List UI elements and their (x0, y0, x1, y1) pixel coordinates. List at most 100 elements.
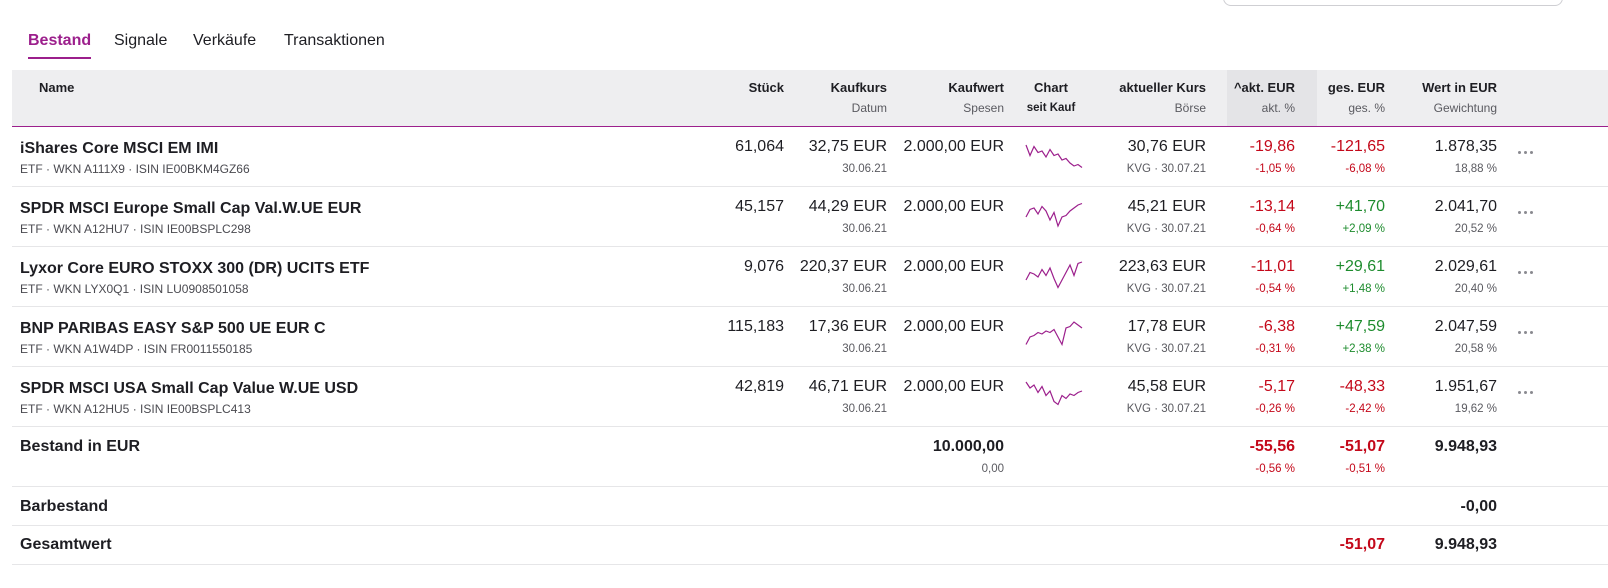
barbestand-wert: -0,00 (1460, 498, 1497, 515)
stueck-cell: 61,064 (735, 138, 784, 155)
kaufkurs-cell: 44,29 EUR 30.06.21 (808, 198, 887, 235)
holding-ids: ETF · WKN A12HU5 · ISIN IE00BSPLC413 (20, 402, 251, 416)
wert-cell: 1.951,67 19,62 % (1434, 378, 1497, 415)
holding-name[interactable]: SPDR MSCI USA Small Cap Value W.UE USD (20, 380, 359, 397)
column-stueck[interactable]: Stück (748, 80, 784, 95)
holding-ids: ETF · WKN LYX0Q1 · ISIN LU0908501058 (20, 282, 249, 296)
holding-name[interactable]: iShares Core MSCI EM IMI (20, 140, 219, 157)
column-kurs[interactable]: aktueller Kurs Börse (1119, 80, 1206, 115)
bestand-ges: -51,07 -0,51 % (1339, 438, 1385, 475)
sparkline-line (1025, 261, 1083, 289)
bestand-label: Bestand in EUR (20, 438, 141, 455)
table-header: Name Stück Kaufkurs Datum Kaufwert Spese… (12, 70, 1608, 127)
gesamtwert-wert: 9.948,93 (1434, 536, 1497, 553)
sparkline-line (1025, 202, 1083, 228)
wert-cell: 2.041,70 20,52 % (1434, 198, 1497, 235)
wert-cell: 2.029,61 20,40 % (1434, 258, 1497, 295)
ges-cell: +29,61 +1,48 % (1335, 258, 1385, 295)
wert-cell: 1.878,35 18,88 % (1434, 138, 1497, 175)
akt-cell: -6,38 -0,31 % (1255, 318, 1295, 355)
tab-transaktionen[interactable]: Transaktionen (284, 32, 385, 49)
column-kaufwert[interactable]: Kaufwert Spesen (948, 80, 1004, 115)
stueck-cell: 45,157 (735, 198, 784, 215)
table-body: iShares Core MSCI EM IMI ETF · WKN A111X9… (12, 127, 1608, 427)
holding-name-cell[interactable]: BNP PARIBAS EASY S&P 500 UE EUR C ETF · W… (20, 319, 326, 356)
kaufwert-cell: 2.000,00 EUR (903, 258, 1004, 275)
akt-cell: -11,01 -0,54 % (1250, 258, 1295, 295)
tab-verkaeufe[interactable]: Verkäufe (193, 32, 257, 49)
kurs-cell: 45,58 EUR KVG · 30.07.21 (1126, 378, 1206, 415)
akt-cell: -5,17 -0,26 % (1255, 378, 1295, 415)
tab-bestand[interactable]: Bestand (28, 32, 92, 59)
kaufkurs-cell: 220,37 EUR 30.06.21 (799, 258, 887, 295)
holding-name-cell[interactable]: SPDR MSCI USA Small Cap Value W.UE USD ET… (20, 379, 358, 416)
gesamtwert-ges: -51,07 (1339, 536, 1385, 553)
table-row[interactable]: BNP PARIBAS EASY S&P 500 UE EUR C ETF · W… (12, 307, 1608, 367)
bestand-wert: 9.948,93 (1434, 438, 1497, 455)
holding-name-cell[interactable]: iShares Core MSCI EM IMI ETF · WKN A111X9… (20, 139, 250, 176)
column-kaufkurs[interactable]: Kaufkurs Datum (830, 80, 887, 115)
ges-cell: +41,70 +2,09 % (1335, 198, 1385, 235)
sparkline-line (1025, 144, 1083, 168)
holding-ids: ETF · WKN A1W4DP · ISIN FR0011550185 (20, 342, 253, 356)
holding-name[interactable]: Lyxor Core EURO STOXX 300 (DR) UCITS ETF (20, 260, 370, 277)
sparkline-line (1025, 381, 1083, 406)
sparkline-line (1025, 321, 1083, 347)
table-row[interactable]: Lyxor Core EURO STOXX 300 (DR) UCITS ETF… (12, 247, 1608, 307)
holding-name-cell[interactable]: Lyxor Core EURO STOXX 300 (DR) UCITS ETF… (20, 259, 369, 296)
ges-cell: +47,59 +2,38 % (1335, 318, 1385, 355)
kaufwert-cell: 2.000,00 EUR (903, 198, 1004, 215)
tab-signale[interactable]: Signale (114, 32, 168, 49)
sparkline-chart[interactable] (1024, 195, 1084, 233)
column-wert[interactable]: Wert in EUR Gewichtung (1422, 80, 1497, 115)
wert-cell: 2.047,59 20,58 % (1434, 318, 1497, 355)
kaufwert-cell: 2.000,00 EUR (903, 138, 1004, 155)
kurs-cell: 223,63 EUR KVG · 30.07.21 (1118, 258, 1206, 295)
column-name[interactable]: Name (39, 80, 75, 95)
kaufwert-cell: 2.000,00 EUR (903, 318, 1004, 335)
stueck-cell: 42,819 (735, 378, 784, 395)
stueck-cell: 115,183 (727, 318, 784, 335)
table-row[interactable]: SPDR MSCI Europe Small Cap Val.W.UE EUR E… (12, 187, 1608, 247)
kurs-cell: 17,78 EUR KVG · 30.07.21 (1126, 318, 1206, 355)
holding-name[interactable]: BNP PARIBAS EASY S&P 500 UE EUR C (20, 320, 326, 337)
holding-name[interactable]: SPDR MSCI Europe Small Cap Val.W.UE EUR (20, 200, 362, 217)
sparkline-chart[interactable] (1024, 315, 1084, 353)
sparkline-chart[interactable] (1024, 375, 1084, 413)
stueck-cell: 9,076 (743, 258, 784, 275)
akt-cell: -13,14 -0,64 % (1249, 198, 1295, 235)
more-options-icon[interactable] (1518, 209, 1534, 215)
bestand-kaufwert: 10.000,00 0,00 (932, 438, 1004, 475)
kaufkurs-cell: 17,36 EUR 30.06.21 (808, 318, 887, 355)
holding-ids: ETF · WKN A12HU7 · ISIN IE00BSPLC298 (20, 222, 251, 236)
more-options-icon[interactable] (1518, 149, 1534, 155)
summary-row-bestand: Bestand in EUR 10.000,00 0,00 -55,56 -0,… (12, 427, 1608, 487)
column-akt-eur[interactable]: ^akt. EUR akt. % (1233, 80, 1295, 115)
ges-cell: -121,65 -6,08 % (1330, 138, 1385, 175)
column-chart[interactable]: Chart seit Kauf (1026, 80, 1076, 114)
sorted-column-highlight (1227, 70, 1317, 126)
akt-cell: -19,86 -1,05 % (1249, 138, 1295, 175)
column-ges-eur[interactable]: ges. EUR ges. % (1327, 80, 1385, 115)
summary-row-gesamtwert: Gesamtwert -51,07 9.948,93 (12, 526, 1608, 565)
bestand-akt: -55,56 -0,56 % (1249, 438, 1295, 475)
holding-ids: ETF · WKN A111X9 · ISIN IE00BKM4GZ66 (20, 162, 250, 176)
table-row[interactable]: SPDR MSCI USA Small Cap Value W.UE USD ET… (12, 367, 1608, 427)
more-options-icon[interactable] (1518, 389, 1534, 395)
table-row[interactable]: iShares Core MSCI EM IMI ETF · WKN A111X9… (12, 127, 1608, 187)
more-options-icon[interactable] (1518, 269, 1534, 275)
kaufkurs-cell: 32,75 EUR 30.06.21 (808, 138, 887, 175)
kaufwert-cell: 2.000,00 EUR (903, 378, 1004, 395)
kurs-cell: 30,76 EUR KVG · 30.07.21 (1126, 138, 1206, 175)
sparkline-chart[interactable] (1024, 255, 1084, 293)
summary-row-barbestand: Barbestand -0,00 (12, 487, 1608, 526)
search-input[interactable] (1223, 0, 1563, 6)
more-options-icon[interactable] (1518, 329, 1534, 335)
barbestand-label: Barbestand (20, 498, 109, 515)
kaufkurs-cell: 46,71 EUR 30.06.21 (808, 378, 887, 415)
ges-cell: -48,33 -2,42 % (1339, 378, 1385, 415)
holdings-table: Name Stück Kaufkurs Datum Kaufwert Spese… (12, 70, 1608, 565)
kurs-cell: 45,21 EUR KVG · 30.07.21 (1126, 198, 1206, 235)
sparkline-chart[interactable] (1024, 135, 1084, 173)
holding-name-cell[interactable]: SPDR MSCI Europe Small Cap Val.W.UE EUR E… (20, 199, 361, 236)
